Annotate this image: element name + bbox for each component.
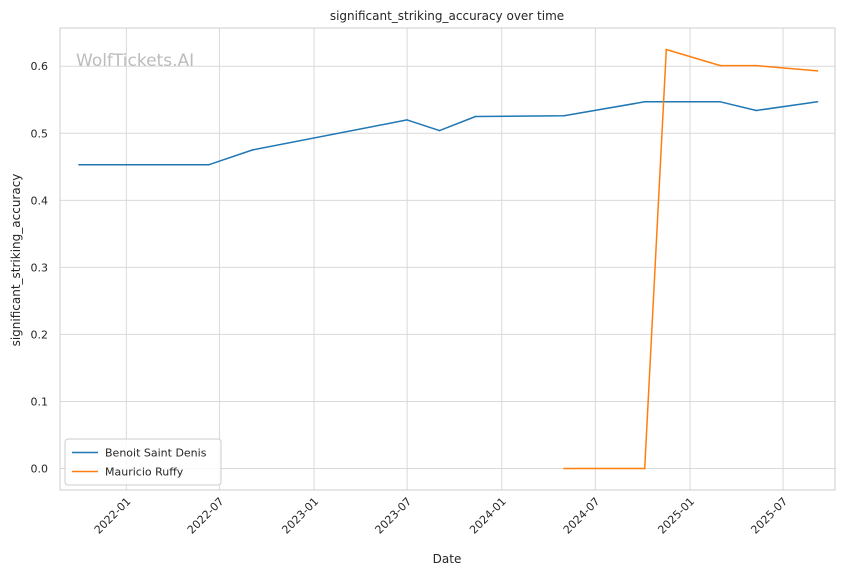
y-axis-ticks: 0.0 0.1 0.2 0.3 0.4 0.5 0.6 — [31, 60, 49, 475]
data-point-mauricio-ruffy — [816, 70, 819, 72]
data-point-benoit-saint-denis — [406, 119, 408, 121]
legend-box — [64, 438, 222, 486]
y-tick-label: 0.1 — [31, 395, 49, 408]
data-point-benoit-saint-denis — [816, 100, 819, 103]
y-tick-label: 0.6 — [31, 60, 49, 73]
legend: Benoit Saint Denis Mauricio Ruffy — [64, 438, 222, 486]
y-tick-label: 0.5 — [31, 127, 49, 140]
data-point-benoit-saint-denis — [251, 149, 254, 151]
plot-frame — [59, 27, 836, 491]
data-point-benoit-saint-denis — [643, 100, 646, 103]
data-point-mauricio-ruffy — [755, 64, 758, 67]
data-point-benoit-saint-denis — [719, 100, 722, 103]
data-point-mauricio-ruffy — [563, 467, 565, 470]
y-tick-label: 0.0 — [31, 463, 49, 476]
data-point-benoit-saint-denis — [563, 115, 565, 117]
y-tick-label: 0.4 — [31, 194, 49, 207]
y-tick-label: 0.2 — [31, 328, 49, 341]
data-point-mauricio-ruffy — [665, 48, 668, 51]
series-layer — [78, 48, 819, 470]
y-tick-label: 0.3 — [31, 261, 49, 274]
data-point-benoit-saint-denis — [755, 109, 758, 112]
data-point-benoit-saint-denis — [438, 129, 441, 132]
data-point-benoit-saint-denis — [78, 163, 80, 166]
series-line-mauricio-ruffy — [564, 48, 818, 470]
watermark: WolfTickets.AI — [76, 51, 194, 71]
legend-label-mauricio-ruffy: Mauricio Ruffy — [105, 466, 184, 479]
data-point-benoit-saint-denis — [207, 163, 210, 166]
data-point-benoit-saint-denis — [474, 115, 477, 118]
chart-title: significant_striking_accuracy over time — [330, 9, 564, 23]
legend-label-benoit-saint-denis: Benoit Saint Denis — [105, 447, 207, 460]
data-point-mauricio-ruffy — [719, 64, 722, 67]
y-axis-label: significant_striking_accuracy — [9, 174, 23, 347]
data-point-mauricio-ruffy — [643, 467, 646, 470]
x-axis-label: Date — [433, 552, 462, 566]
